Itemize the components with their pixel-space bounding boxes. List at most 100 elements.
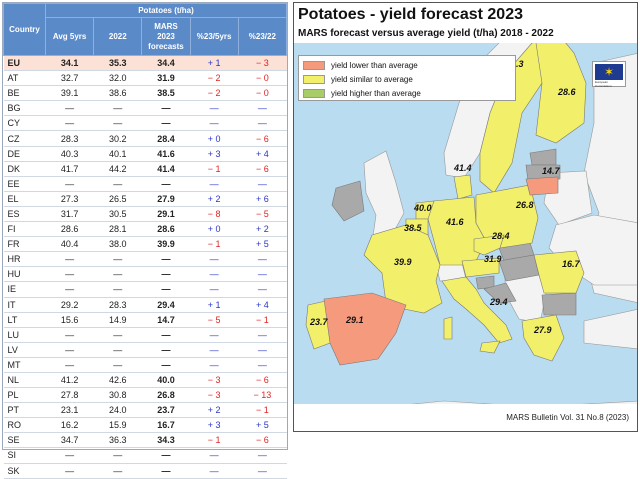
eu-logo-caption: European Commission (595, 80, 612, 88)
cell-avg-5yrs: 23.1 (45, 402, 94, 419)
cell-pct-22: — (238, 100, 287, 117)
cell-pct-5yrs: — (190, 357, 239, 373)
map-label-cz: 28.4 (491, 231, 510, 241)
cell-pct-22: − 13 (238, 387, 287, 404)
cell-mars-forecast: 31.9 (141, 70, 191, 87)
header-mars-line1: MARS (154, 21, 178, 31)
legend-label-similar: yield similar to average (331, 74, 413, 84)
land-portugal (305, 300, 331, 350)
land-turkey (583, 309, 637, 350)
cell-country: DE (3, 146, 46, 162)
map-label-es: 29.1 (345, 315, 364, 325)
land-denmark (453, 174, 473, 200)
legend-swatch-similar (303, 74, 325, 84)
table-row: DE 40.3 40.1 41.6 + 3 + 4 (3, 146, 287, 162)
cell-mars-forecast: — (141, 115, 191, 132)
cell-pct-22: − 5 (238, 206, 287, 223)
cell-mars-forecast: 34.4 (141, 55, 191, 72)
table-row: LU — — — — — (3, 327, 287, 343)
cell-pct-22: — (238, 176, 287, 192)
cell-pct-5yrs: — (190, 327, 239, 343)
cell-mars-forecast: — (141, 251, 191, 268)
cell-avg-5yrs: 40.3 (45, 146, 94, 162)
cell-country: HU (3, 266, 46, 283)
map-subtitle: MARS forecast versus average yield (t/ha… (298, 28, 554, 39)
table-row: EE — — — — — (3, 176, 287, 192)
cell-avg-5yrs: 16.2 (45, 417, 94, 434)
cell-pct-22: + 4 (238, 297, 287, 313)
cell-pct-22: + 4 (238, 146, 287, 162)
cell-avg-5yrs: 29.2 (45, 297, 94, 313)
land-czechia (473, 234, 505, 256)
cell-2022: 38.6 (93, 85, 142, 102)
land-croatia (483, 282, 517, 304)
cell-avg-5yrs: — (45, 447, 94, 464)
map-label-nl: 40.0 (413, 203, 432, 213)
cell-country: LV (3, 342, 46, 358)
cell-2022: — (93, 357, 142, 373)
cell-pct-5yrs: — (190, 342, 239, 358)
land-estonia (529, 148, 557, 166)
cell-pct-5yrs: − 2 (190, 85, 239, 102)
cell-2022: — (93, 176, 142, 192)
cell-pct-22: + 5 (238, 236, 287, 253)
cell-2022: 24.0 (93, 402, 142, 419)
cell-2022: — (93, 115, 142, 132)
cell-pct-5yrs: + 1 (190, 297, 239, 313)
cell-country: CZ (3, 130, 46, 147)
header-avg-5yrs: Avg 5yrs (44, 17, 95, 56)
cell-pct-22: — (238, 357, 287, 373)
cell-country: IT (3, 297, 46, 313)
cell-country: RO (3, 417, 46, 434)
cell-pct-5yrs: — (190, 266, 239, 283)
cell-pct-5yrs: − 5 (190, 312, 239, 328)
cell-pct-22: + 6 (238, 191, 287, 207)
cell-2022: 32.0 (93, 70, 142, 87)
table-row: HU — — — — — (3, 266, 287, 283)
cell-pct-5yrs: — (190, 100, 239, 117)
cell-country: IE (3, 281, 46, 298)
cell-country: SI (3, 447, 46, 464)
cell-country: PL (3, 387, 46, 404)
cell-pct-5yrs: − 1 (190, 236, 239, 253)
table-row: IT 29.2 28.3 29.4 + 1 + 4 (3, 297, 287, 313)
cell-country: DK (3, 161, 46, 177)
map-source: MARS Bulletin Vol. 31 No.8 (2023) (506, 413, 629, 422)
cell-2022: — (93, 281, 142, 298)
cell-avg-5yrs: 34.1 (45, 55, 94, 72)
land-spain (323, 292, 407, 366)
cell-mars-forecast: — (141, 463, 191, 479)
cell-2022: 42.6 (93, 372, 142, 389)
cell-country: SE (3, 432, 46, 449)
cell-avg-5yrs: — (45, 357, 94, 373)
cell-2022: — (93, 266, 142, 283)
cell-avg-5yrs: 34.7 (45, 432, 94, 449)
cell-pct-5yrs: — (190, 115, 239, 132)
cell-pct-5yrs: − 1 (190, 161, 239, 177)
table-row: SI — — — — — (3, 447, 287, 464)
cell-2022: 35.3 (93, 55, 142, 72)
cell-mars-forecast: 38.5 (141, 85, 191, 102)
map-footer: MARS Bulletin Vol. 31 No.8 (2023) (293, 404, 638, 432)
cell-country: LU (3, 327, 46, 343)
cell-2022: — (93, 463, 142, 479)
cell-mars-forecast: — (141, 100, 191, 117)
europe-map: 34.328.614.741.440.038.541.626.828.431.9… (303, 10, 637, 431)
map-header (294, 3, 637, 43)
yield-table-panel: Country Potatoes (t/ha) Avg 5yrs 2022 MA… (2, 2, 288, 479)
cell-country: HR (3, 251, 46, 268)
cell-pct-5yrs: + 3 (190, 417, 239, 434)
cell-pct-5yrs: − 8 (190, 206, 239, 223)
land-france (363, 224, 443, 314)
cell-avg-5yrs: — (45, 463, 94, 479)
land-austria (461, 257, 500, 278)
land-sicily (479, 340, 501, 354)
table-row: DK 41.7 44.2 41.4− 1− 6 (3, 161, 287, 177)
table-row: CZ 28.3 30.2 28.4 + 0− 6 (3, 130, 287, 147)
map-label-fi: 28.6 (557, 87, 577, 97)
land-sardinia (443, 316, 453, 340)
cell-country: NL (3, 372, 46, 389)
cell-pct-22: − 1 (238, 402, 287, 419)
header-pct-22: %23/22 (237, 17, 288, 56)
cell-avg-5yrs: 27.3 (45, 191, 94, 207)
